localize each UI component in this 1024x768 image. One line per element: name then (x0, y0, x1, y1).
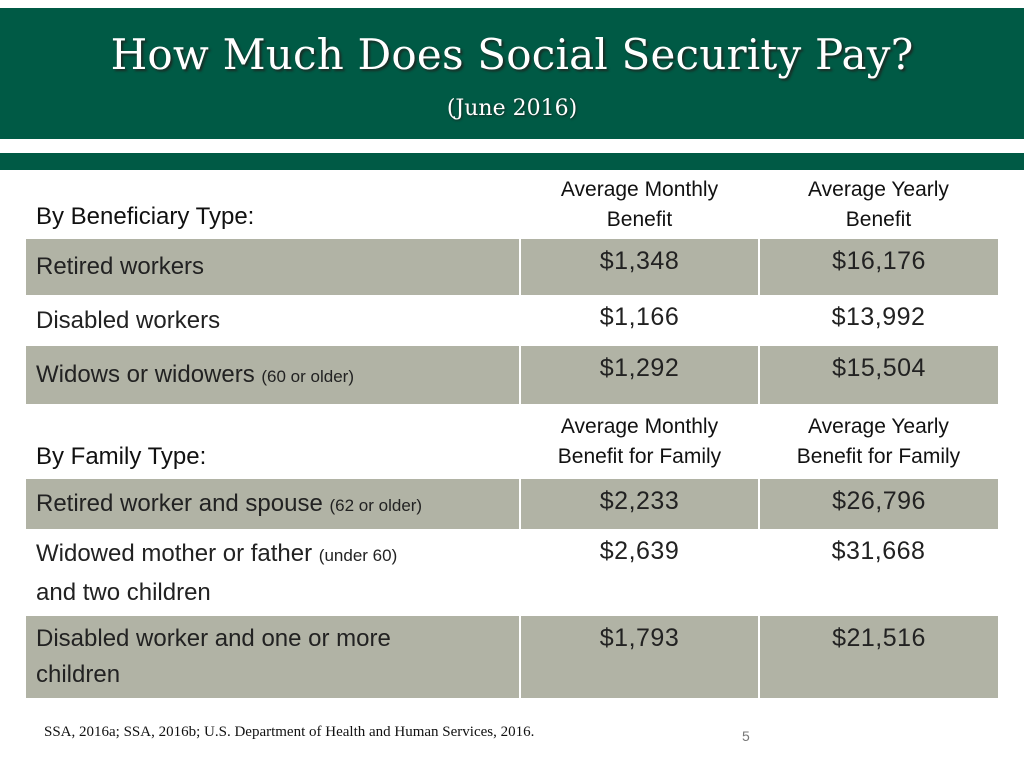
yearly-value: $15,504 (758, 346, 998, 404)
row-label-text: Disabled worker and one or more children (36, 625, 391, 688)
col-header-monthly-family-line2: Benefit for Family (557, 444, 722, 468)
yearly-value: $16,176 (758, 239, 998, 295)
family-header-row: By Family Type: Average Monthly Benefit … (26, 404, 998, 479)
row-qualifier: (under 60) (318, 545, 398, 565)
col-header-monthly-family-line1: Average Monthly (560, 414, 719, 438)
title-banner (0, 8, 1024, 139)
col-header-monthly-line1: Average Monthly (560, 177, 719, 201)
monthly-value: $1,793 (519, 616, 759, 698)
monthly-value: $2,639 (520, 529, 759, 616)
col-header-monthly-line2: Benefit (606, 207, 673, 231)
col-header-yearly-family-line1: Average Yearly (808, 414, 949, 438)
monthly-value: $2,233 (519, 479, 759, 529)
row-label: Disabled workers (26, 295, 520, 346)
yearly-value: $26,796 (758, 479, 998, 529)
table-row: Retired workers $1,348 $16,176 (26, 239, 998, 295)
accent-divider (0, 153, 1024, 170)
col-header-yearly: Average Yearly Benefit (759, 170, 998, 239)
row-label-text: Widowed mother or father (36, 539, 313, 567)
row-label-text: Retired workers (36, 253, 205, 280)
row-label: Disabled worker and one or more children (26, 616, 520, 698)
col-header-monthly-family: Average Monthly Benefit for Family (520, 404, 759, 479)
table-row: Retired worker and spouse (62 or older) … (26, 479, 998, 529)
row-label-text: Retired worker and spouse (36, 490, 323, 517)
row-qualifier: (62 or older) (329, 496, 423, 515)
table-row: Widowed mother or father (under 60) and … (26, 529, 998, 616)
row-label-continuation: and two children (36, 578, 211, 606)
monthly-value: $1,292 (519, 346, 759, 404)
row-label-text: Disabled workers (36, 306, 221, 334)
yearly-value: $13,992 (759, 295, 998, 346)
col-header-yearly-line1: Average Yearly (808, 177, 949, 201)
table-row: Disabled workers $1,166 $13,992 (26, 295, 998, 346)
col-header-yearly-line2: Benefit (845, 207, 912, 231)
yearly-value: $21,516 (758, 616, 998, 698)
family-heading: By Family Type: (26, 404, 520, 479)
monthly-value: $1,348 (519, 239, 759, 295)
slide-subtitle: (June 2016) (446, 96, 578, 121)
col-header-yearly-family-line2: Benefit for Family (796, 444, 961, 468)
page-number: 5 (742, 728, 750, 744)
col-header-yearly-family: Average Yearly Benefit for Family (759, 404, 998, 479)
beneficiary-header-row: By Beneficiary Type: Average Monthly Ben… (26, 170, 998, 239)
col-header-monthly: Average Monthly Benefit (520, 170, 759, 239)
row-label: Widowed mother or father (under 60) and … (26, 529, 520, 616)
row-label-text: Widows or widowers (36, 361, 255, 388)
row-label: Retired workers (26, 239, 520, 295)
monthly-value: $1,166 (520, 295, 759, 346)
slide-title: How Much Does Social Security Pay? (110, 30, 914, 79)
row-qualifier: (60 or older) (261, 367, 354, 386)
beneficiary-heading: By Beneficiary Type: (26, 170, 520, 239)
table-row: Widows or widowers (60 or older) $1,292 … (26, 346, 998, 404)
yearly-value: $31,668 (759, 529, 998, 616)
row-label: Widows or widowers (60 or older) (26, 346, 520, 404)
table-row: Disabled worker and one or more children… (26, 616, 998, 698)
benefits-table: By Beneficiary Type: Average Monthly Ben… (26, 170, 998, 698)
source-citation: SSA, 2016a; SSA, 2016b; U.S. Department … (44, 724, 535, 740)
row-label: Retired worker and spouse (62 or older) (26, 479, 520, 529)
